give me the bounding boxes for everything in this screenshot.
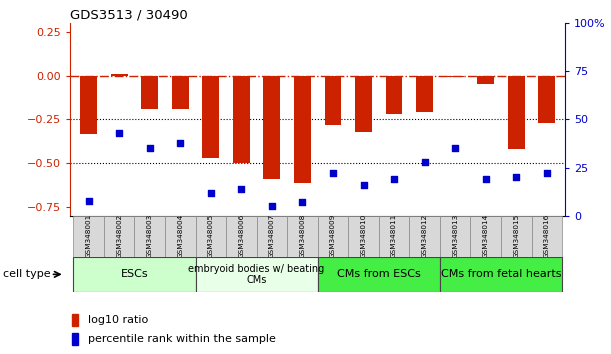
Bar xyxy=(141,76,158,109)
Text: GSM348007: GSM348007 xyxy=(269,213,275,258)
Text: embryoid bodies w/ beating
CMs: embryoid bodies w/ beating CMs xyxy=(189,263,324,285)
Point xyxy=(389,176,399,182)
Point xyxy=(114,130,124,136)
Text: cell type: cell type xyxy=(3,269,51,279)
Bar xyxy=(287,216,318,257)
Text: GSM348013: GSM348013 xyxy=(452,213,458,258)
Text: CMs from ESCs: CMs from ESCs xyxy=(337,269,421,279)
Bar xyxy=(196,216,226,257)
Bar xyxy=(111,74,128,76)
Point xyxy=(175,140,185,145)
Bar xyxy=(409,216,440,257)
Point xyxy=(145,145,155,151)
Text: GSM348009: GSM348009 xyxy=(330,213,336,258)
Bar xyxy=(440,257,562,292)
Point xyxy=(420,159,430,165)
Point xyxy=(236,186,246,192)
Bar xyxy=(538,76,555,123)
Bar xyxy=(508,76,525,149)
Text: GSM348016: GSM348016 xyxy=(544,213,550,258)
Text: GSM348012: GSM348012 xyxy=(422,213,428,258)
Bar xyxy=(386,76,403,114)
Point xyxy=(542,171,552,176)
Point xyxy=(206,190,216,196)
Point xyxy=(298,200,307,205)
Text: GSM348006: GSM348006 xyxy=(238,213,244,258)
Point xyxy=(511,175,521,180)
Point xyxy=(359,182,368,188)
Bar xyxy=(165,216,196,257)
Bar xyxy=(355,76,372,132)
Bar xyxy=(440,216,470,257)
Bar xyxy=(477,76,494,84)
Bar xyxy=(318,216,348,257)
Bar xyxy=(80,76,97,133)
Bar xyxy=(324,76,342,125)
Text: GSM348014: GSM348014 xyxy=(483,213,489,258)
Bar xyxy=(71,333,78,344)
Bar xyxy=(532,216,562,257)
Text: GSM348015: GSM348015 xyxy=(513,213,519,258)
Bar xyxy=(470,216,501,257)
Bar xyxy=(71,314,78,326)
Text: GSM348002: GSM348002 xyxy=(116,213,122,258)
Bar xyxy=(104,216,134,257)
Text: GSM348004: GSM348004 xyxy=(177,213,183,258)
Bar xyxy=(416,76,433,113)
Text: CMs from fetal hearts: CMs from fetal hearts xyxy=(441,269,562,279)
Bar xyxy=(318,257,440,292)
Text: GSM348010: GSM348010 xyxy=(360,213,367,258)
Bar xyxy=(257,216,287,257)
Text: GSM348001: GSM348001 xyxy=(86,213,92,258)
Bar xyxy=(73,257,196,292)
Text: GSM348011: GSM348011 xyxy=(391,213,397,258)
Bar xyxy=(501,216,532,257)
Text: ESCs: ESCs xyxy=(120,269,148,279)
Text: log10 ratio: log10 ratio xyxy=(88,315,148,325)
Bar xyxy=(233,76,250,163)
Point xyxy=(267,204,277,209)
Bar xyxy=(73,216,104,257)
Bar xyxy=(196,257,318,292)
Point xyxy=(328,171,338,176)
Point xyxy=(84,198,93,203)
Bar xyxy=(202,76,219,158)
Bar xyxy=(134,216,165,257)
Bar xyxy=(348,216,379,257)
Point xyxy=(481,176,491,182)
Bar xyxy=(263,76,280,179)
Bar xyxy=(294,76,311,183)
Bar xyxy=(379,216,409,257)
Bar xyxy=(226,216,257,257)
Text: GSM348008: GSM348008 xyxy=(299,213,306,258)
Text: GSM348003: GSM348003 xyxy=(147,213,153,258)
Text: GDS3513 / 30490: GDS3513 / 30490 xyxy=(70,9,188,22)
Point xyxy=(450,145,460,151)
Bar xyxy=(172,76,189,109)
Text: percentile rank within the sample: percentile rank within the sample xyxy=(88,333,276,344)
Bar xyxy=(447,76,464,78)
Text: GSM348005: GSM348005 xyxy=(208,213,214,258)
